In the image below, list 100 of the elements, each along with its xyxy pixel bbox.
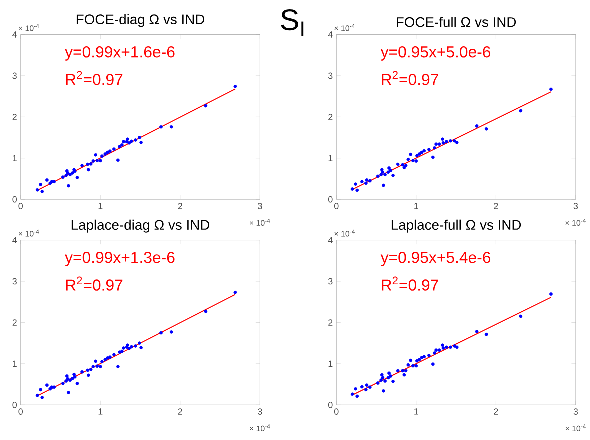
- point: [455, 346, 459, 350]
- point: [382, 389, 386, 393]
- point: [130, 140, 134, 144]
- point: [89, 162, 93, 166]
- point: [441, 138, 444, 142]
- point: [71, 377, 74, 380]
- point: [401, 163, 405, 167]
- point: [128, 347, 132, 350]
- chart-title: FOCE-diag Ω vs IND: [76, 14, 205, 28]
- point: [380, 173, 383, 177]
- point: [104, 152, 108, 156]
- point: [453, 139, 456, 143]
- point: [45, 384, 49, 388]
- point: [170, 330, 174, 334]
- point: [64, 174, 68, 178]
- point: [392, 174, 395, 178]
- annotation: R$^{2}$=0.97: [382, 276, 438, 291]
- point: [96, 159, 100, 163]
- point: [204, 104, 208, 108]
- chart-title: Laplace-full Ω vs IND: [392, 220, 522, 233]
- point: [76, 176, 80, 180]
- point: [381, 170, 385, 174]
- point: [138, 136, 142, 140]
- point: [442, 346, 446, 350]
- point: [61, 382, 65, 386]
- y-tick-label: 1: [13, 360, 17, 368]
- point: [116, 365, 120, 369]
- point: [94, 153, 98, 157]
- point: [427, 148, 431, 152]
- point: [406, 364, 410, 367]
- point: [431, 156, 435, 160]
- annotation: R$^{2}$=0.97: [382, 71, 438, 86]
- point: [108, 356, 112, 360]
- y-tick-label: 4: [328, 32, 333, 38]
- point: [100, 360, 104, 364]
- x-tick-label: 2: [494, 203, 498, 210]
- point: [445, 346, 448, 350]
- y-tick-label: 4: [12, 32, 18, 38]
- point: [360, 385, 364, 389]
- point: [433, 146, 436, 150]
- annotation: y=0.99x+1.6e-6: [65, 46, 175, 61]
- point: [412, 159, 415, 163]
- point: [434, 142, 438, 146]
- point: [140, 141, 143, 144]
- point: [409, 153, 413, 156]
- point: [438, 348, 442, 352]
- point: [360, 180, 364, 184]
- point: [364, 388, 368, 392]
- point: [76, 382, 80, 386]
- y-tick-label: 3: [12, 278, 17, 285]
- point: [120, 350, 124, 354]
- x-tick-label: 1: [98, 408, 103, 415]
- point: [350, 392, 354, 396]
- point: [234, 290, 238, 294]
- point: [433, 352, 436, 355]
- point: [45, 178, 49, 182]
- point: [392, 380, 395, 384]
- y-tick-label: 2: [12, 320, 17, 326]
- point: [384, 380, 387, 383]
- point: [66, 378, 70, 381]
- point: [65, 374, 69, 378]
- y-tick-label: 0: [328, 196, 333, 203]
- x-tick-label: 1: [98, 203, 103, 210]
- point: [160, 125, 163, 129]
- point: [422, 355, 426, 359]
- point: [453, 344, 456, 348]
- point: [92, 160, 96, 163]
- y-tick-label: 3: [328, 278, 333, 285]
- point: [376, 174, 380, 178]
- x-tick-label: 0: [334, 203, 339, 210]
- point: [40, 396, 44, 400]
- point: [431, 362, 435, 366]
- x-tick-label: 2: [178, 408, 182, 415]
- annotation: R$^{2}$=0.97: [66, 71, 123, 86]
- point: [438, 142, 442, 146]
- point: [86, 162, 90, 166]
- point: [519, 314, 523, 318]
- y-tick-label: 0: [12, 402, 18, 408]
- point: [86, 374, 90, 378]
- point: [64, 380, 68, 383]
- point: [112, 148, 116, 152]
- point: [120, 144, 124, 147]
- point: [71, 172, 74, 175]
- point: [89, 368, 93, 372]
- point: [396, 162, 400, 166]
- point: [122, 346, 126, 350]
- annotation: y=0.95x+5.4e-6: [380, 252, 491, 266]
- point: [449, 346, 452, 350]
- point: [416, 359, 419, 363]
- point: [414, 160, 418, 163]
- point: [380, 378, 383, 382]
- point: [427, 354, 431, 358]
- point: [420, 356, 424, 360]
- point: [73, 375, 77, 379]
- point: [380, 168, 384, 172]
- point: [108, 150, 112, 154]
- point: [445, 140, 448, 144]
- point: [80, 370, 84, 374]
- y-tick-label: 2: [328, 320, 333, 326]
- point: [106, 356, 110, 360]
